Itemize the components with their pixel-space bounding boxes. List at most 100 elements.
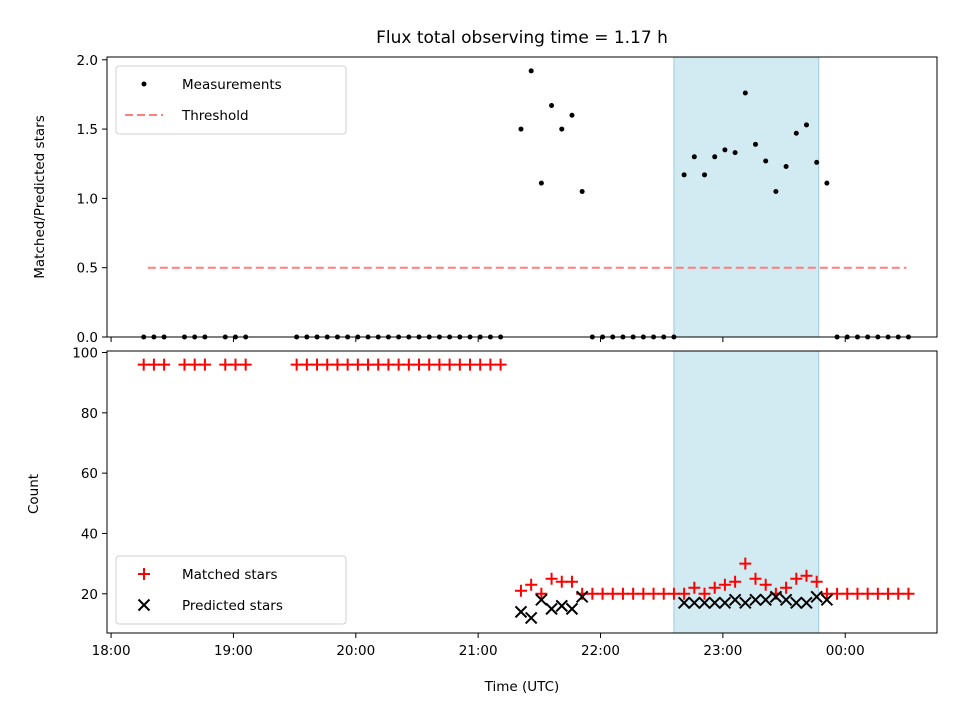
data-point <box>300 358 313 371</box>
data-point <box>443 358 456 371</box>
data-point <box>518 126 524 132</box>
data-point <box>616 587 629 600</box>
axes-frame <box>106 350 938 634</box>
data-point <box>311 358 324 371</box>
data-point <box>341 358 354 371</box>
y-tick-label: 1.5 <box>77 122 98 138</box>
data-point <box>790 572 803 585</box>
data-point <box>783 164 789 170</box>
y-tick-label: 0.0 <box>77 330 98 346</box>
data-point <box>769 590 783 604</box>
data-point <box>678 587 691 600</box>
x-tick-label: 19:00 <box>214 643 253 659</box>
data-point <box>691 154 697 160</box>
data-point <box>677 596 691 610</box>
data-point <box>565 602 579 616</box>
data-point <box>688 596 701 610</box>
bottom-panel: 20 40 60 80 100 18:00 19:00 20:00 21:00 22:00 23:0… <box>72 346 938 659</box>
data-point <box>814 159 820 165</box>
data-point <box>831 587 844 600</box>
data-point <box>528 68 534 74</box>
data-point <box>637 587 650 600</box>
data-point <box>178 358 191 371</box>
data-point <box>433 358 446 371</box>
data-point <box>627 587 640 600</box>
data-point <box>712 154 718 160</box>
y-tick-label: 80 <box>81 406 98 422</box>
data-point <box>239 358 252 371</box>
legend: Matched stars Predicted stars <box>115 555 347 625</box>
data-point <box>331 358 344 371</box>
data-point <box>351 358 364 371</box>
data-point <box>820 587 833 600</box>
data-point <box>824 180 830 186</box>
data-point <box>698 596 711 610</box>
data-point <box>749 572 762 585</box>
x-tick-label: 20:00 <box>336 643 375 659</box>
data-point <box>780 581 793 594</box>
data-point <box>535 593 548 607</box>
x-tick-label: 00:00 <box>826 643 865 659</box>
y-tick-label: 1.0 <box>77 191 98 207</box>
data-point <box>759 578 772 591</box>
legend: Measurements Threshold <box>115 65 347 135</box>
data-point <box>739 557 752 570</box>
top-panel: 0.0 0.5 1.0 1.5 2.0 Measurements Threshold <box>77 53 938 346</box>
data-point <box>372 358 385 371</box>
highlight-span <box>673 56 820 338</box>
y-tick-label: 60 <box>81 466 98 482</box>
data-point <box>698 587 711 600</box>
data-point <box>514 605 528 619</box>
series-predicted-stars <box>514 590 834 625</box>
data-point <box>229 358 242 371</box>
data-point <box>892 587 905 600</box>
data-point <box>739 596 752 610</box>
data-point <box>147 358 160 371</box>
data-point <box>657 587 670 600</box>
data-point <box>763 158 769 164</box>
data-point <box>718 596 732 610</box>
data-point <box>681 172 687 178</box>
data-point <box>803 122 809 128</box>
data-point <box>728 593 742 607</box>
data-point <box>524 611 538 625</box>
data-point <box>545 572 558 585</box>
data-point <box>779 593 793 607</box>
axes-frame <box>106 56 938 338</box>
data-point <box>790 596 803 610</box>
data-point <box>413 358 426 371</box>
data-point <box>708 596 721 610</box>
y-tick-label: 0.5 <box>77 261 98 277</box>
legend-marker <box>137 598 151 612</box>
y-tick-label: 40 <box>81 526 98 542</box>
data-point <box>559 126 565 132</box>
data-point <box>800 569 813 582</box>
data-point <box>321 358 334 371</box>
x-tick-label: 22:00 <box>581 643 620 659</box>
data-point <box>742 90 748 96</box>
data-point <box>137 358 150 371</box>
data-point <box>749 593 762 607</box>
data-point <box>647 587 660 600</box>
data-point <box>667 587 680 600</box>
data-point <box>362 358 375 371</box>
data-point <box>732 150 738 156</box>
data-point <box>753 141 759 147</box>
data-point <box>810 590 823 604</box>
data-point <box>484 358 497 371</box>
data-point <box>820 593 834 607</box>
y-tick-label: 100 <box>72 346 98 362</box>
data-point <box>861 587 874 600</box>
data-point <box>718 578 731 591</box>
data-point <box>569 112 575 118</box>
y-tick-label: 20 <box>81 587 98 603</box>
data-point <box>219 358 232 371</box>
data-point <box>402 358 415 371</box>
y-tick-label: 2.0 <box>77 53 98 69</box>
top-y-axis-label: Matched/Predicted stars <box>32 115 48 278</box>
data-point <box>596 587 609 600</box>
data-point <box>773 188 779 194</box>
data-point <box>198 358 211 371</box>
data-point <box>851 587 864 600</box>
chart-title: Flux total observing time = 1.17 h <box>376 28 668 48</box>
